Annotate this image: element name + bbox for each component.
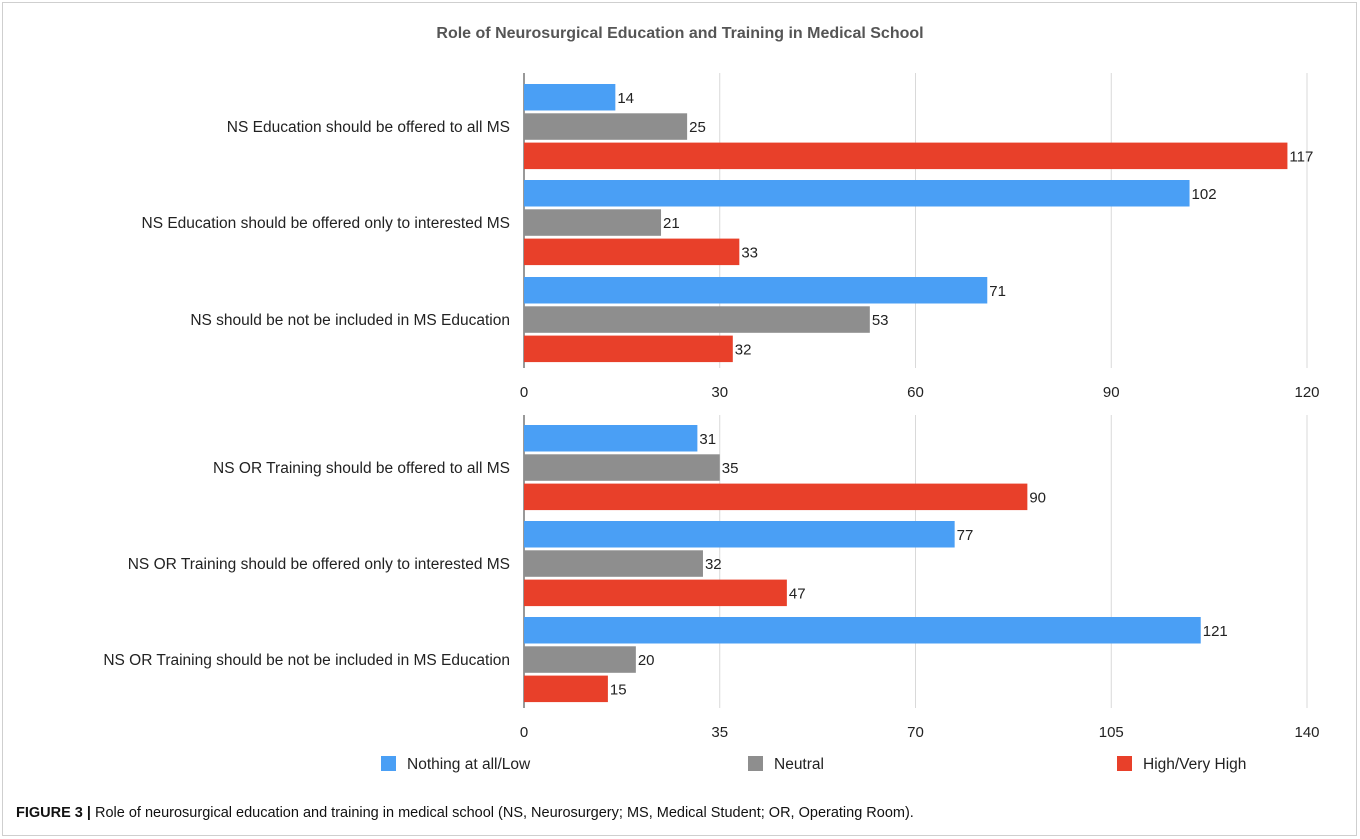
legend-label: High/Very High xyxy=(1143,756,1246,773)
bar-value-label: 32 xyxy=(705,556,722,573)
category-label: NS should be not be included in MS Educa… xyxy=(190,312,510,329)
legend-label: Neutral xyxy=(774,756,824,773)
bar xyxy=(524,306,870,333)
bar xyxy=(524,425,698,452)
category-label: NS Education should be offered to all MS xyxy=(227,119,510,136)
bar xyxy=(524,550,703,577)
category-label: NS OR Training should be not be included… xyxy=(103,652,510,669)
bar-value-label: 33 xyxy=(741,244,758,261)
bar xyxy=(524,142,1288,170)
x-tick-label: 140 xyxy=(1294,724,1319,741)
bar-value-label: 35 xyxy=(722,460,739,477)
bar-value-label: 71 xyxy=(989,283,1006,300)
bar xyxy=(524,454,720,481)
category-label: NS OR Training should be offered to all … xyxy=(213,460,510,477)
bar-value-label: 25 xyxy=(689,119,706,136)
bar xyxy=(524,277,988,304)
legend-swatch xyxy=(1117,756,1132,771)
bar xyxy=(524,84,616,111)
chart-title: Role of Neurosurgical Education and Trai… xyxy=(436,25,923,42)
figure-caption-label: FIGURE 3 | xyxy=(16,805,91,821)
bar-value-label: 15 xyxy=(610,681,627,698)
chart: Role of Neurosurgical Education and Trai… xyxy=(103,25,1320,773)
bar xyxy=(524,675,608,703)
chart-panel-education: 0 30 60 90 120 14 25 117 NS Education should be … xyxy=(142,73,1320,401)
x-tick-label: 30 xyxy=(711,384,728,401)
bar-value-label: 32 xyxy=(735,341,752,358)
bar xyxy=(524,209,662,236)
bar xyxy=(524,113,688,140)
chart-panel-or-training: 0 35 70 105 140 31 35 90 NS OR Training should b… xyxy=(103,415,1320,741)
x-tick-label: 0 xyxy=(520,724,528,741)
bar-value-label: 102 xyxy=(1192,186,1217,203)
x-tick-label: 90 xyxy=(1103,384,1120,401)
bar xyxy=(524,579,787,607)
bar-value-label: 77 xyxy=(957,527,974,544)
chart-legend: Nothing at all/Low Neutral High/Very High xyxy=(381,756,1246,773)
legend-swatch xyxy=(381,756,396,771)
bar-value-label: 14 xyxy=(617,90,634,107)
bar xyxy=(524,335,733,363)
legend-swatch xyxy=(748,756,763,771)
bar xyxy=(524,238,740,266)
x-tick-label: 105 xyxy=(1099,724,1124,741)
bar xyxy=(524,483,1028,511)
bar-value-label: 31 xyxy=(699,431,716,448)
bar-value-label: 47 xyxy=(789,585,806,602)
bar xyxy=(524,521,955,548)
bar-value-label: 53 xyxy=(872,312,889,329)
bar-value-label: 90 xyxy=(1029,489,1046,506)
x-tick-label: 0 xyxy=(520,384,528,401)
x-tick-label: 70 xyxy=(907,724,924,741)
bar-value-label: 21 xyxy=(663,215,680,232)
bar xyxy=(524,646,636,673)
category-label: NS Education should be offered only to i… xyxy=(142,215,511,232)
category-label: NS OR Training should be offered only to… xyxy=(128,556,510,573)
x-tick-label: 120 xyxy=(1294,384,1319,401)
x-tick-label: 60 xyxy=(907,384,924,401)
figure-caption-text: Role of neurosurgical education and trai… xyxy=(95,805,914,821)
bar-value-label: 20 xyxy=(638,652,655,669)
x-tick-label: 35 xyxy=(711,724,728,741)
bar xyxy=(524,617,1201,644)
bar xyxy=(524,180,1190,207)
legend-label: Nothing at all/Low xyxy=(407,756,531,773)
bar-value-label: 117 xyxy=(1289,148,1313,165)
bar-value-label: 121 xyxy=(1203,623,1228,640)
figure-caption: FIGURE 3 | Role of neurosurgical educati… xyxy=(16,805,914,821)
